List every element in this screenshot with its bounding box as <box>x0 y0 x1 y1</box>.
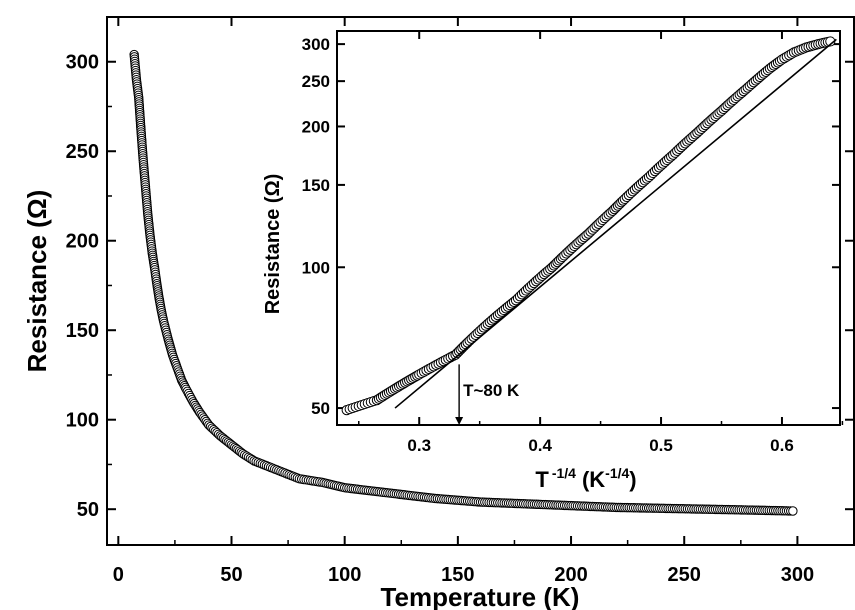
inset-x-axis-title-close: ) <box>629 467 636 492</box>
inset-axis-ticks: 0.3 0.4 0.5 0.6 50 100 150 200 250 300 <box>302 31 844 455</box>
inset-y-tick-label: 300 <box>302 35 330 54</box>
main-plot: 0 50 100 150 200 250 300 50 100 150 200 250 300 Temp… <box>22 16 855 610</box>
main-y-tick-label: 100 <box>66 410 99 432</box>
inset-y-tick-label: 150 <box>302 176 330 195</box>
inset-y-tick-label: 200 <box>302 117 330 136</box>
inset-y-tick-label: 100 <box>302 258 330 277</box>
inset-y-axis-title: Resistance (Ω) <box>262 174 284 315</box>
main-y-tick-label: 200 <box>66 231 99 253</box>
main-x-tick-label: 50 <box>220 564 242 586</box>
inset-x-tick-label: 0.3 <box>407 436 431 455</box>
inset-y-tick-label: 250 <box>302 72 330 91</box>
inset-x-axis-title-unit-sup: -1/4 <box>605 465 629 481</box>
inset-x-tick-label: 0.4 <box>528 436 552 455</box>
main-x-axis-title: Temperature (K) <box>381 582 580 610</box>
inset-x-tick-label: 0.5 <box>649 436 673 455</box>
main-y-axis-title: Resistance (Ω) <box>22 190 52 373</box>
inset-arrowhead <box>455 417 464 425</box>
main-data-points <box>129 49 798 516</box>
main-y-tick-label: 50 <box>77 499 99 521</box>
inset-x-axis-title-t: T <box>535 467 549 492</box>
main-x-tick-label: 150 <box>441 564 474 586</box>
inset-data-points <box>341 36 836 416</box>
inset-x-axis-title-unit: (K <box>582 467 605 492</box>
inset-annotation-label: T~80 K <box>463 381 520 400</box>
main-x-tick-label: 0 <box>113 564 124 586</box>
main-x-tick-label: 300 <box>781 564 814 586</box>
inset-x-tick-label: 0.6 <box>770 436 794 455</box>
inset-y-tick-label: 50 <box>311 399 330 418</box>
main-axis-ticks: 0 50 100 150 200 250 300 50 100 150 200 250 300 <box>66 17 854 586</box>
inset-fit-line <box>394 38 837 409</box>
main-y-tick-label: 300 <box>66 52 99 74</box>
main-data-point <box>788 506 798 516</box>
main-y-tick-label: 150 <box>66 320 99 342</box>
main-y-tick-label: 250 <box>66 141 99 163</box>
inset-x-axis-title-sup: -1/4 <box>552 465 576 481</box>
main-x-tick-label: 250 <box>668 564 701 586</box>
inset-x-axis-title: T -1/4 (K-1/4) <box>535 465 636 492</box>
main-x-tick-label: 100 <box>328 564 361 586</box>
main-plot-frame <box>106 16 855 546</box>
main-x-tick-label: 200 <box>554 564 587 586</box>
